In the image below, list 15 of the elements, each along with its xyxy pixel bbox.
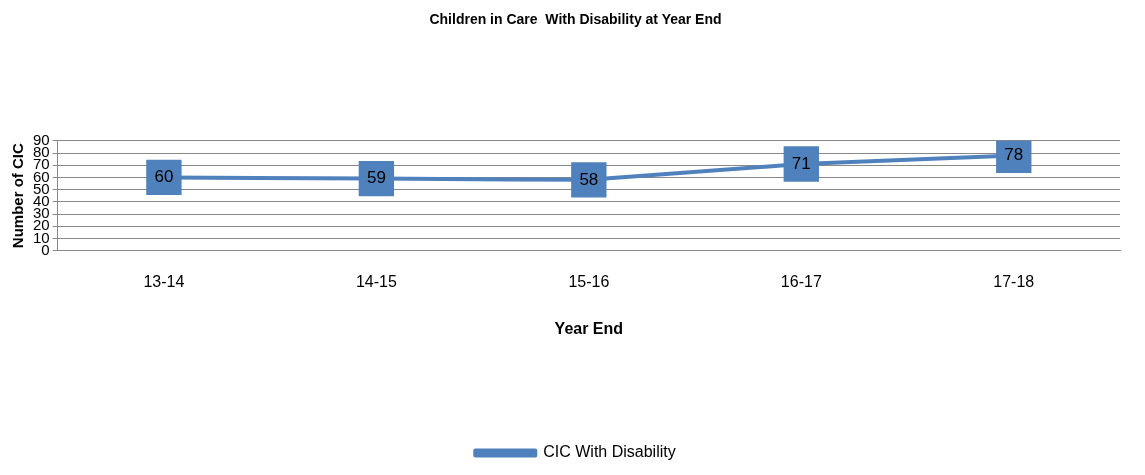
x-tick-label: 17-18	[993, 272, 1035, 290]
data-label: 59	[366, 168, 386, 188]
x-axis-title: Year End	[554, 319, 624, 337]
data-label: 71	[791, 153, 811, 173]
y-axis-title: Number of CIC	[9, 143, 27, 249]
legend-label: CIC With Disability	[543, 443, 676, 461]
x-tick-label: 16-17	[780, 272, 822, 290]
data-label: 58	[579, 169, 599, 189]
x-tick-label: 15-16	[568, 272, 610, 290]
y-tick-label: 90	[33, 130, 50, 148]
x-tick-label: 13-14	[143, 272, 185, 290]
chart-title: Children in Care With Disability at Year End	[429, 11, 722, 28]
data-label: 60	[154, 167, 174, 187]
data-label: 78	[1004, 145, 1024, 165]
x-tick-label: 14-15	[355, 272, 397, 290]
